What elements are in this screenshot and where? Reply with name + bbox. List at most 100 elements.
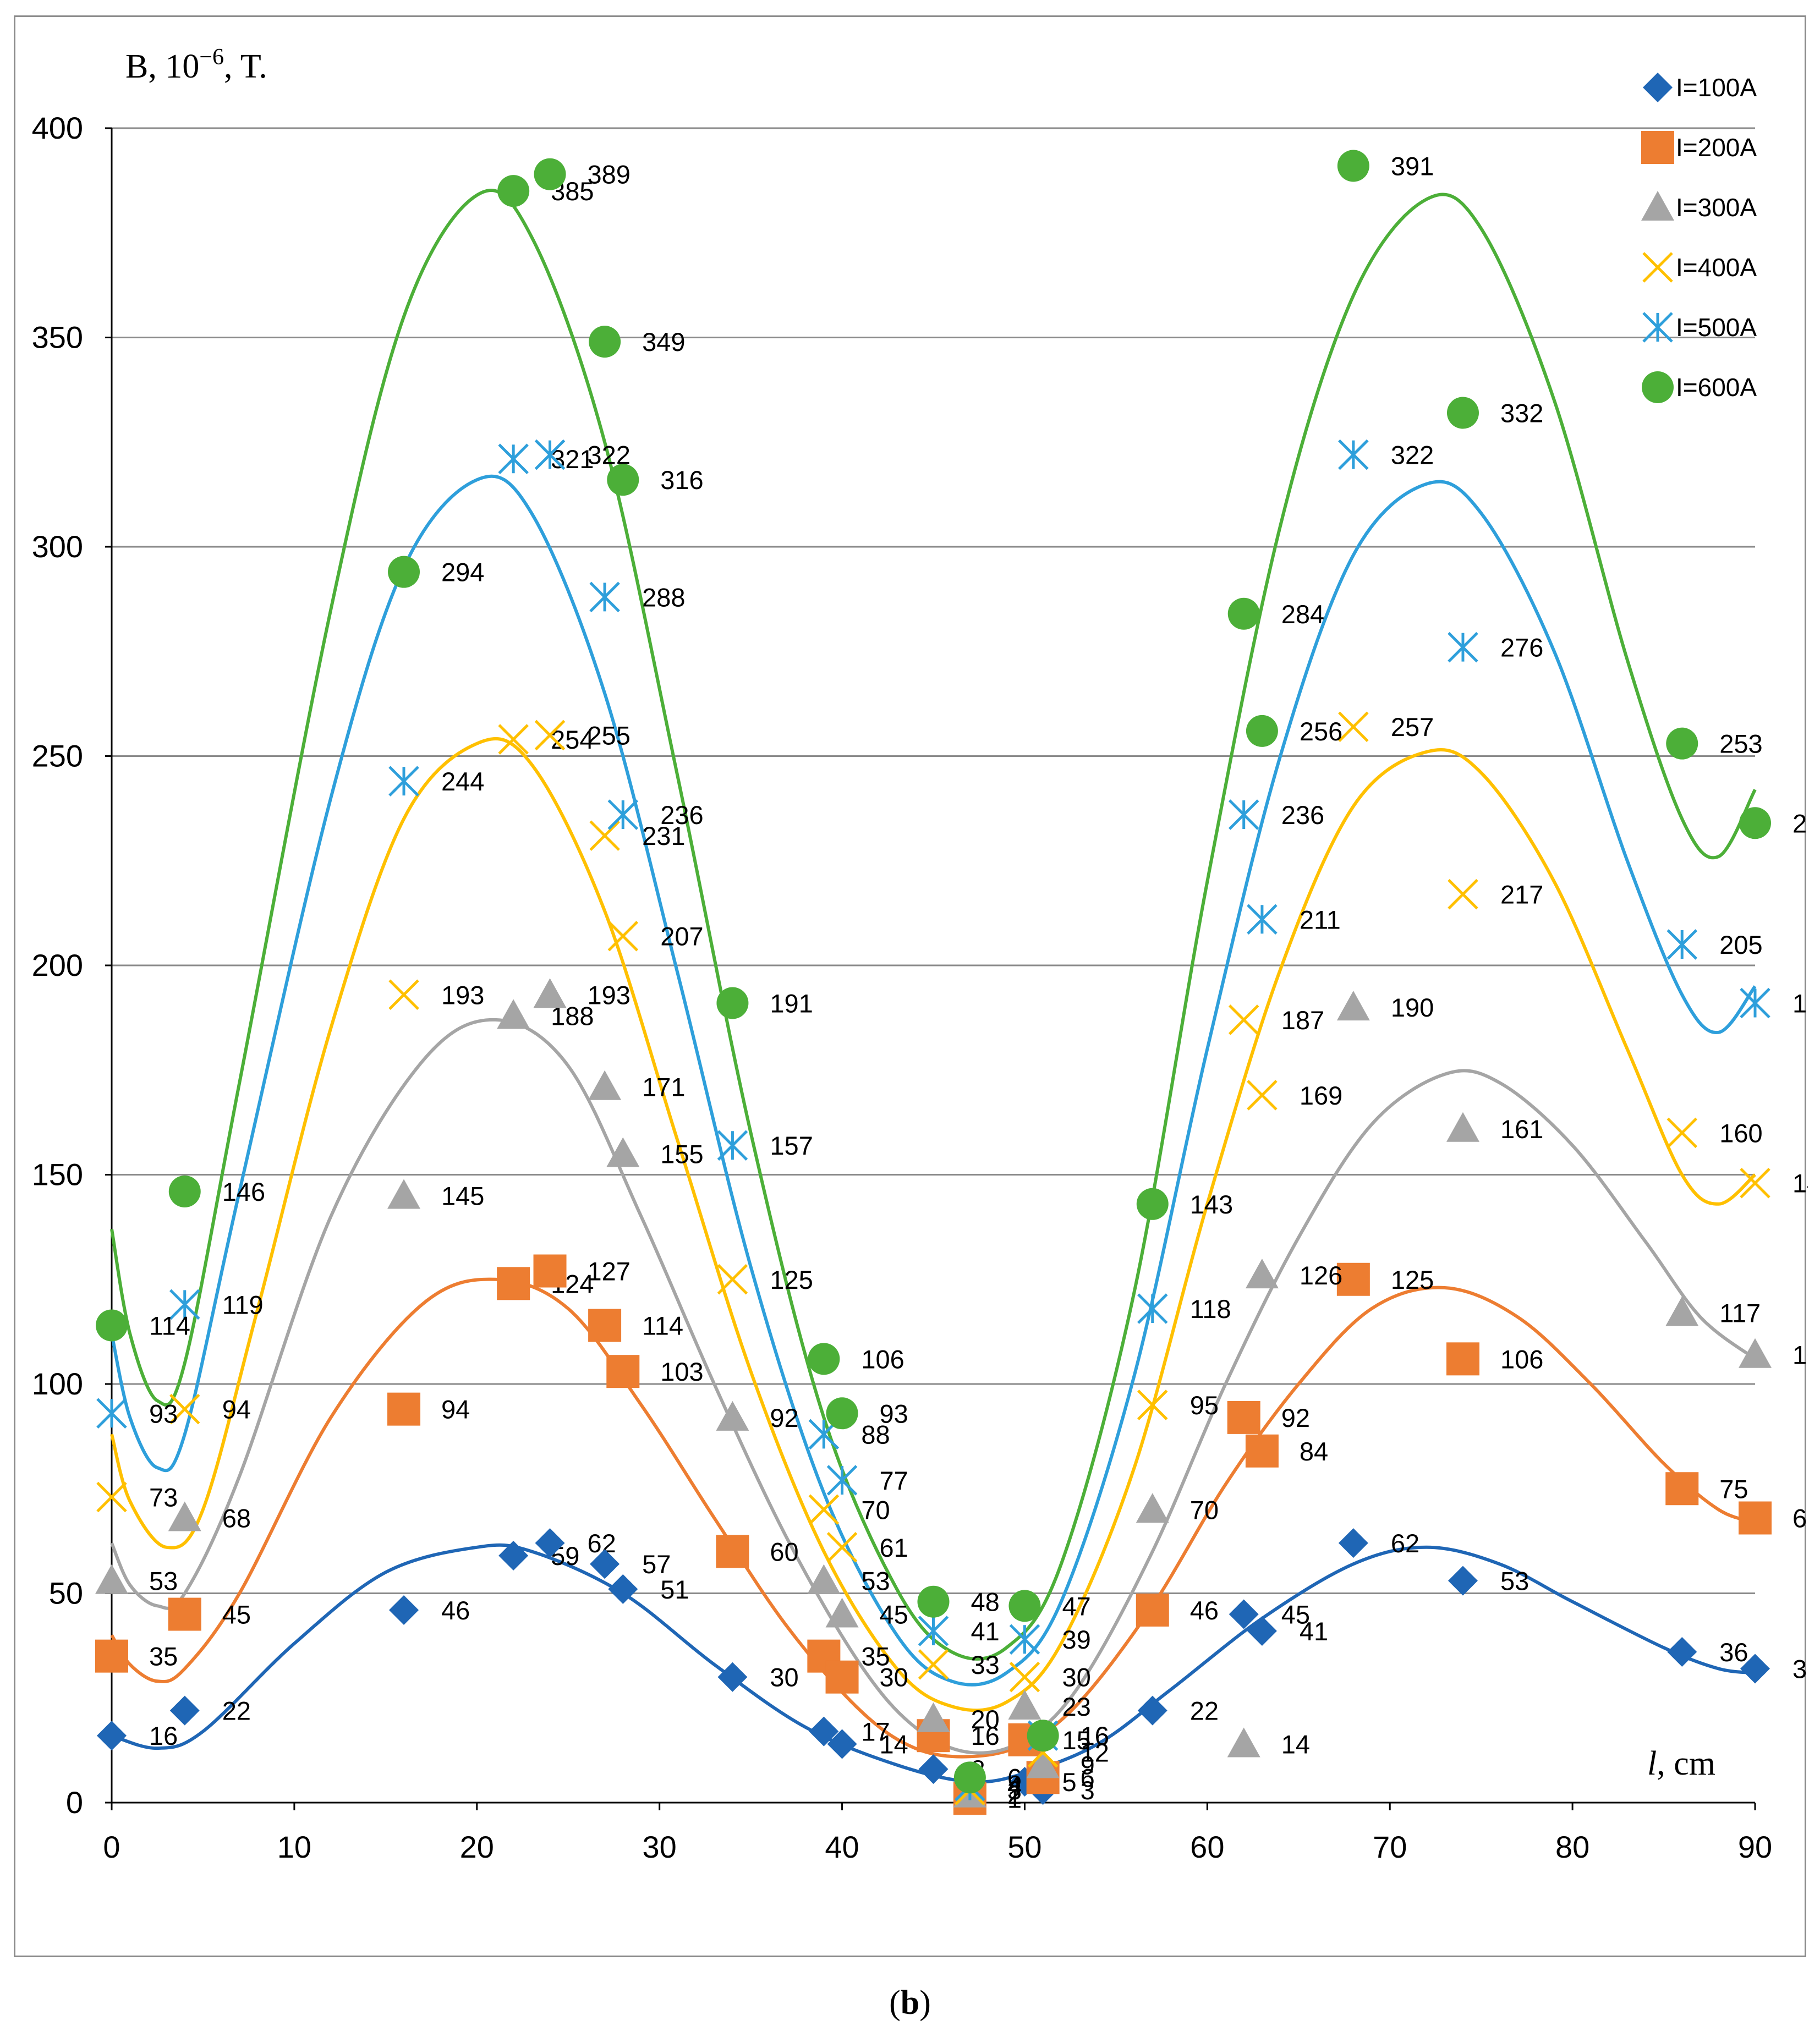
data-point: [168, 1597, 201, 1631]
data-label: 45: [880, 1600, 908, 1629]
data-label: 146: [222, 1177, 265, 1206]
data-label: 23: [1062, 1692, 1090, 1721]
data-label: 45: [1281, 1600, 1310, 1629]
data-label: 231: [642, 821, 685, 850]
data-point: [607, 799, 639, 830]
data-point: [1739, 807, 1771, 839]
data-point: [1446, 1112, 1479, 1142]
data-point: [1137, 1293, 1168, 1324]
data-point: [534, 720, 566, 751]
data-point: [588, 1309, 622, 1342]
data-point: [1247, 1080, 1278, 1111]
data-label: 106: [861, 1344, 904, 1374]
data-label: 68: [222, 1504, 251, 1533]
data-label: 36: [1719, 1638, 1748, 1667]
y-tick-label: 300: [32, 529, 83, 564]
data-point: [826, 1465, 858, 1496]
series-1-points: 16224659625751301714825322454162533632: [97, 1528, 1808, 1809]
data-point: [498, 724, 529, 755]
data-label: 68: [1792, 1504, 1808, 1533]
data-point: [1739, 1338, 1772, 1368]
data-point: [1136, 1593, 1169, 1627]
data-point: [497, 999, 530, 1029]
data-point: [169, 1393, 200, 1425]
trend-curve-series-4: [110, 737, 1757, 1712]
data-point: [1666, 727, 1698, 760]
data-label: 117: [1719, 1299, 1761, 1328]
data-point: [1665, 1296, 1699, 1326]
data-label: 2: [1007, 1780, 1022, 1809]
data-label: 16: [1081, 1721, 1109, 1750]
y-axis-title: B, 10−6, T.: [125, 45, 267, 85]
y-tick-label: 0: [66, 1785, 83, 1820]
data-point: [589, 581, 620, 613]
data-label: 193: [441, 980, 484, 1009]
data-label: 191: [1792, 988, 1808, 1018]
data-point: [826, 1397, 858, 1430]
trend-curve-series-5: [110, 474, 1757, 1687]
data-label: 169: [1300, 1081, 1342, 1110]
data-point: [825, 1660, 859, 1694]
data-label: 254: [551, 725, 594, 754]
data-point: [1008, 1590, 1041, 1622]
data-point: [96, 1398, 127, 1429]
data-label: 61: [880, 1533, 908, 1562]
data-point: [918, 1754, 949, 1784]
x-axis-title-part: , cm: [1657, 1745, 1715, 1782]
data-point: [1009, 1624, 1040, 1655]
data-point: [1337, 150, 1369, 182]
data-point: [606, 1137, 640, 1167]
data-label: 30: [1062, 1663, 1090, 1692]
data-point: [588, 1070, 622, 1100]
data-point: [169, 1695, 200, 1726]
data-point: [168, 1501, 201, 1531]
data-label: 92: [1281, 1403, 1310, 1432]
data-point: [590, 1549, 620, 1579]
y-axis-title-part: −6: [199, 45, 224, 70]
data-label: 191: [770, 988, 813, 1018]
data-point: [1448, 878, 1478, 910]
data-label: 14: [1281, 1729, 1310, 1759]
data-point: [1246, 715, 1278, 747]
y-tick-label: 100: [32, 1366, 83, 1401]
data-label: 20: [971, 1705, 1000, 1734]
data-label: 6: [1081, 1763, 1095, 1792]
data-label: 15: [1062, 1726, 1090, 1755]
legend-label-series-3: I=300A: [1676, 193, 1757, 222]
data-point: [387, 1392, 421, 1426]
data-label: 114: [149, 1311, 190, 1340]
data-label: 114: [642, 1311, 683, 1340]
legend-label-series-2: I=200A: [1676, 133, 1757, 162]
data-point: [1009, 1661, 1040, 1693]
data-point: [1338, 439, 1369, 470]
data-point: [717, 1130, 748, 1161]
x-axis-title-part: l: [1647, 1745, 1657, 1782]
data-point: [1026, 1748, 1060, 1778]
legend-marker-series-1: [1643, 73, 1673, 102]
data-label: 389: [588, 160, 631, 189]
data-label: 316: [660, 465, 703, 495]
data-label: 77: [880, 1466, 908, 1495]
data-label: 171: [642, 1073, 685, 1102]
data-point: [95, 1564, 128, 1594]
data-point: [808, 1343, 840, 1375]
data-point: [1740, 1167, 1770, 1199]
data-label: 294: [441, 558, 484, 587]
data-label: 22: [1190, 1696, 1219, 1726]
data-point: [589, 326, 621, 358]
legend-marker-series-3: [1641, 191, 1674, 221]
chart-svg: 0 50 100 150 200 250 300 350 400 0 10 20 30 40 50 60 70 8…: [32, 45, 1808, 1864]
y-tick-label: 50: [49, 1576, 83, 1611]
caption-close: ): [919, 1984, 931, 2022]
data-point: [533, 978, 567, 1008]
data-point: [1739, 1501, 1772, 1535]
series-3-points: 5368145188193171155925345202239701412619…: [95, 978, 1808, 1809]
data-label: 92: [770, 1403, 798, 1432]
legend-marker-series-6: [1642, 371, 1674, 403]
data-label: 94: [441, 1395, 470, 1424]
legend-label-series-6: I=600A: [1676, 373, 1757, 402]
data-point: [388, 766, 419, 797]
data-label: 125: [770, 1265, 813, 1294]
series-5-points: 9311924432132228823615788774143916118236…: [96, 439, 1808, 1802]
data-label: 187: [1281, 1006, 1324, 1035]
